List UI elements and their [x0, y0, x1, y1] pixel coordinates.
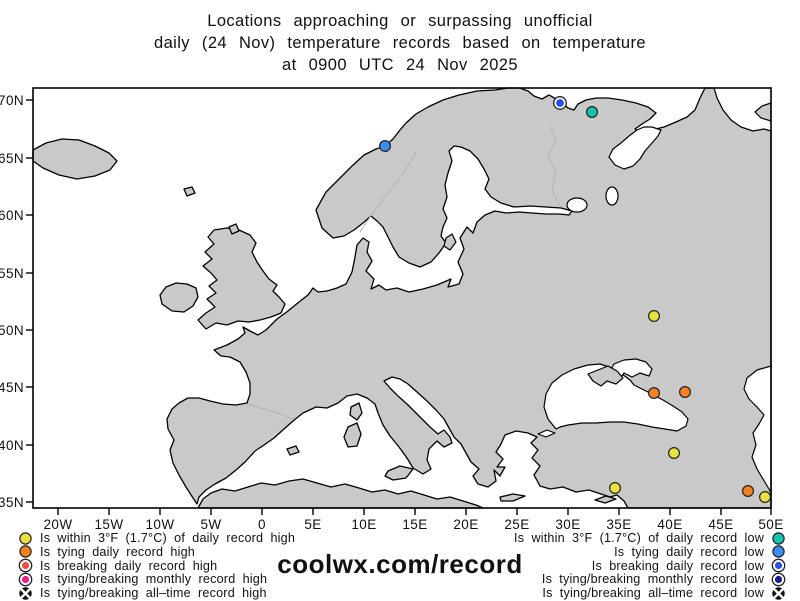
x-tick-label: 15E: [402, 517, 427, 532]
legend-item-alltime: Is tying/breaking all–time record low: [542, 586, 786, 600]
y-tick-label: 65N: [0, 151, 24, 166]
record-dots: [379, 96, 771, 504]
y-tick-label: 35N: [0, 495, 24, 510]
axis-labels: 20W 15W 10W 5W 0 5E 10E 15E 20E 25E 30E 35E 40E 45E 50…: [0, 93, 783, 532]
record-dot-tying_high: [678, 386, 691, 399]
record-dot-breaking_low: [553, 96, 567, 110]
record-dot-tying_high: [647, 387, 660, 400]
title-line-2: daily (24 Nov) temperature records based…: [154, 34, 646, 52]
legend-item-tying_high: Is tying daily record high: [18, 545, 195, 559]
legend-label: Is breaking daily record low: [591, 558, 764, 573]
country-borders: [247, 125, 561, 420]
y-tick-label: 70N: [0, 93, 24, 108]
x-tick-label: 20E: [453, 517, 478, 532]
record-dot-within_high: [647, 310, 660, 323]
x-tick-label: 25E: [504, 517, 529, 532]
y-tick-label: 40N: [0, 438, 24, 453]
record-dot-within_high: [667, 447, 680, 460]
alltime-record-icon: [19, 586, 32, 600]
y-tick-label: 45N: [0, 380, 24, 395]
inland-seas: [537, 126, 772, 494]
y-tick-label: 55N: [0, 266, 24, 281]
legend-label: Is within 3°F (1.7°C) of daily record hi…: [40, 531, 296, 545]
legend-item-breaking_low: Is breaking daily record low: [592, 559, 786, 573]
x-tick-label: 5E: [304, 517, 321, 532]
x-tick-label: 30E: [555, 517, 580, 532]
x-tick-label: 15W: [95, 517, 124, 532]
legend-label: Is tying/breaking monthly record high: [40, 572, 268, 587]
x-tick-label: 50E: [758, 517, 783, 532]
x-tick-label: 40E: [657, 517, 682, 532]
y-tick-label: 60N: [0, 208, 24, 223]
legend-item-monthly_low: Is tying/breaking monthly record low: [542, 572, 786, 586]
record-dot-within_high: [608, 482, 621, 495]
overlay-islands: [443, 102, 772, 387]
legend-label: Is tying/breaking all–time record high: [40, 586, 267, 601]
x-tick-label: 35E: [606, 517, 631, 532]
title-line-1: Locations approaching or surpassing unof…: [207, 12, 593, 30]
record-dot-tying_high: [741, 485, 754, 498]
axis-ticks: [26, 99, 772, 515]
x-tick-label: 10E: [351, 517, 376, 532]
legend-label: Is tying daily record high: [40, 544, 196, 559]
map-frame: [32, 87, 772, 509]
legend-item-tying_low: Is tying daily record low: [614, 545, 786, 559]
monthly_low-icon: [771, 572, 786, 587]
within_low-icon: [772, 531, 785, 545]
breaking_low-icon: [771, 558, 786, 573]
monthly_high-icon: [18, 572, 33, 587]
legend-label: Is within 3°F (1.7°C) of daily record lo…: [514, 531, 764, 545]
x-tick-label: 10W: [146, 517, 175, 532]
record-dot-within_low: [585, 105, 598, 118]
legend-label: Is tying/breaking all–time record low: [542, 586, 764, 601]
title-line-3: at 0900 UTC 24 Nov 2025: [282, 56, 518, 74]
x-tick-label: 0: [258, 517, 266, 532]
legend-item-monthly_high: Is tying/breaking monthly record high: [18, 572, 267, 586]
record-dot-tying_low: [379, 140, 392, 153]
legend-item-within_low: Is within 3°F (1.7°C) of daily record lo…: [514, 531, 786, 545]
legend-item-alltime: Is tying/breaking all–time record high: [18, 586, 267, 600]
legend-label: Is tying daily record low: [614, 544, 764, 559]
legend-item-breaking_high: Is breaking daily record high: [18, 559, 217, 573]
x-tick-label: 5W: [200, 517, 221, 532]
alltime-record-icon: [772, 586, 785, 600]
tying_low-icon: [772, 545, 785, 558]
record-dot-within_high: [758, 491, 771, 504]
x-tick-label: 20W: [44, 517, 73, 532]
tying_high-icon: [19, 545, 32, 558]
legend-label: Is tying/breaking monthly record low: [541, 572, 764, 587]
x-tick-label: 45E: [708, 517, 733, 532]
legend-label: Is breaking daily record high: [40, 558, 218, 573]
within_high-icon: [19, 531, 32, 545]
y-tick-label: 50N: [0, 323, 24, 338]
page-title: Locations approaching or surpassing unof…: [0, 10, 800, 76]
legend-item-within_high: Is within 3°F (1.7°C) of daily record hi…: [18, 531, 295, 545]
watermark-coolwx: coolwx.com/record: [277, 549, 523, 579]
breaking_high-icon: [18, 558, 33, 573]
